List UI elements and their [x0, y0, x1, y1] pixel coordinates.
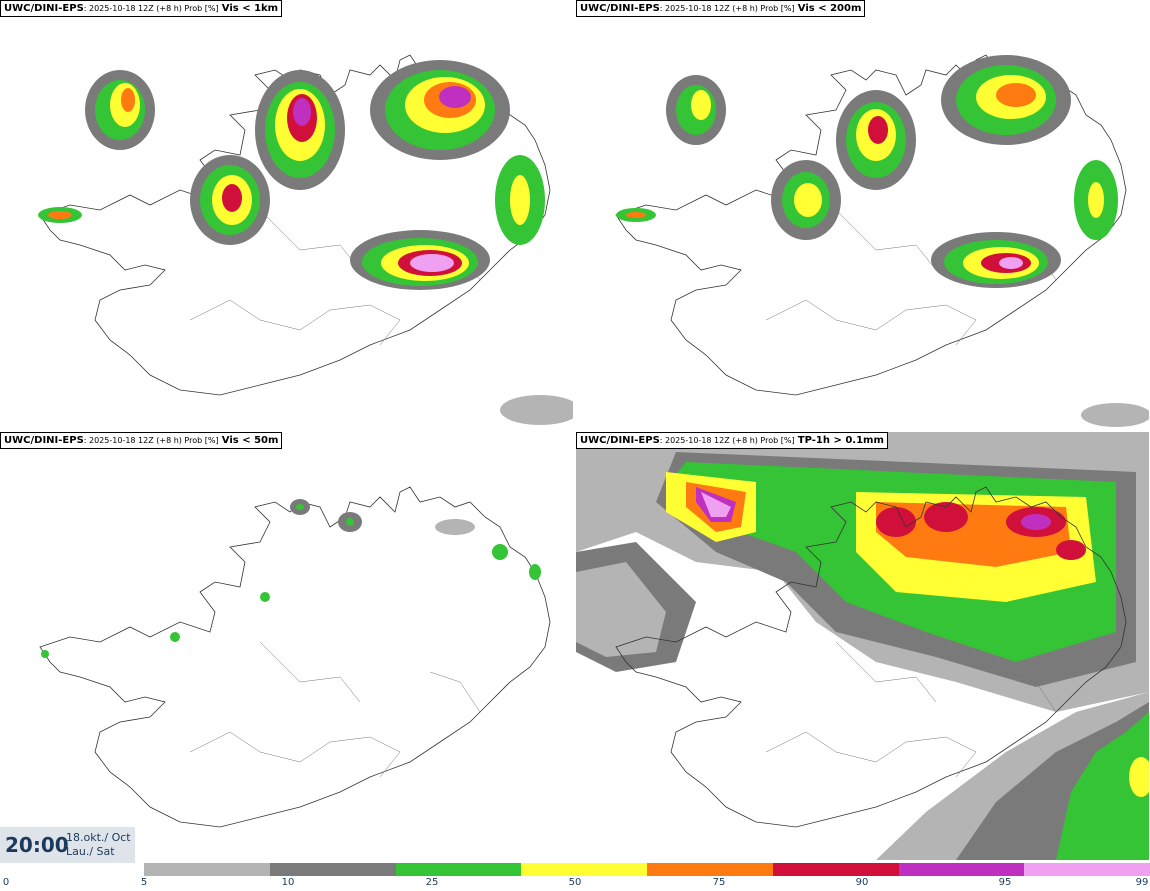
valid-time: 20:00 — [5, 833, 69, 857]
legend-segment — [521, 863, 647, 876]
run-info: : 2025-10-18 12Z (+8 h) Prob [%] — [83, 4, 219, 13]
panel-title: UWC/DINI-EPS: 2025-10-18 12Z (+8 h) Prob… — [576, 0, 866, 17]
legend-segment — [1024, 863, 1150, 876]
legend-segment — [898, 863, 1025, 876]
legend-segment — [647, 863, 773, 876]
variable-name: TP-1h > 0.1mm — [797, 435, 884, 446]
valid-date-line2: Lau./ Sat — [66, 845, 115, 858]
run-info: : 2025-10-18 12Z (+8 h) Prob [%] — [659, 4, 795, 13]
map-panel-tp-1h: UWC/DINI-EPS: 2025-10-18 12Z (+8 h) Prob… — [576, 432, 1149, 860]
panel-title: UWC/DINI-EPS: 2025-10-18 12Z (+8 h) Prob… — [0, 0, 283, 17]
inland-contour-path — [765, 641, 1057, 778]
legend-tick-label: 25 — [425, 877, 439, 888]
map-vis-200m — [615, 54, 1149, 427]
inland-contour-path — [189, 641, 481, 778]
map-panel-vis-200m: UWC/DINI-EPS: 2025-10-18 12Z (+8 h) Prob… — [576, 0, 1149, 428]
legend-segment — [395, 863, 522, 876]
legend-segment — [269, 863, 396, 876]
variable-name: Vis < 50m — [221, 435, 279, 446]
prob-fields — [38, 60, 573, 425]
legend-tick-label: 75 — [712, 877, 726, 888]
map-vis-1km — [38, 54, 573, 425]
panel-title: UWC/DINI-EPS: 2025-10-18 12Z (+8 h) Prob… — [0, 432, 283, 449]
panel-title: UWC/DINI-EPS: 2025-10-18 12Z (+8 h) Prob… — [576, 432, 888, 449]
legend-tick-label: 0 — [2, 877, 10, 888]
run-info: : 2025-10-18 12Z (+8 h) Prob [%] — [83, 436, 219, 445]
valid-date: 18.okt./ Oct Lau./ Sat — [66, 831, 131, 859]
color-legend-ticks: 0 5 10 25 50 75 90 95 99 — [0, 877, 1150, 891]
legend-tick-label: 95 — [998, 877, 1012, 888]
run-info: : 2025-10-18 12Z (+8 h) Prob [%] — [659, 436, 795, 445]
prob-fields — [576, 432, 1149, 860]
legend-tick-label: 50 — [568, 877, 582, 888]
coastline-path — [39, 486, 551, 828]
iceland-coastline — [39, 486, 551, 828]
color-legend-bar — [144, 863, 1150, 876]
map-panel-vis-50m: UWC/DINI-EPS: 2025-10-18 12Z (+8 h) Prob… — [0, 432, 573, 860]
map-vis-50m — [39, 486, 551, 828]
iceland-coastline — [615, 486, 1127, 828]
model-name: UWC/DINI-EPS — [580, 435, 660, 446]
coastline-path — [615, 54, 1127, 396]
model-name: UWC/DINI-EPS — [4, 3, 84, 14]
legend-segment — [772, 863, 899, 876]
map-panel-vis-1km: UWC/DINI-EPS: 2025-10-18 12Z (+8 h) Prob… — [0, 0, 573, 428]
coastline-path — [615, 486, 1127, 828]
model-name: UWC/DINI-EPS — [4, 435, 84, 446]
prob-fields — [41, 499, 541, 658]
variable-name: Vis < 200m — [797, 3, 862, 14]
legend-segment — [144, 863, 270, 876]
legend-tick-label: 99 — [1135, 877, 1149, 888]
variable-name: Vis < 1km — [221, 3, 279, 14]
legend-tick-label: 90 — [855, 877, 869, 888]
legend-tick-label: 10 — [281, 877, 295, 888]
model-name: UWC/DINI-EPS — [580, 3, 660, 14]
prob-fields — [616, 55, 1149, 427]
map-tp-1h — [576, 432, 1149, 860]
valid-time-box: 20:00 18.okt./ Oct Lau./ Sat — [0, 827, 135, 863]
legend-tick-label: 5 — [140, 877, 148, 888]
valid-date-line1: 18.okt./ Oct — [66, 831, 131, 844]
